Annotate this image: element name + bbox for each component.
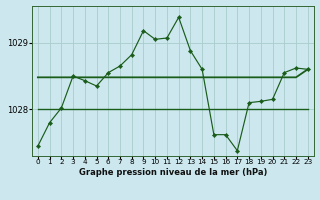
X-axis label: Graphe pression niveau de la mer (hPa): Graphe pression niveau de la mer (hPa) — [79, 168, 267, 177]
